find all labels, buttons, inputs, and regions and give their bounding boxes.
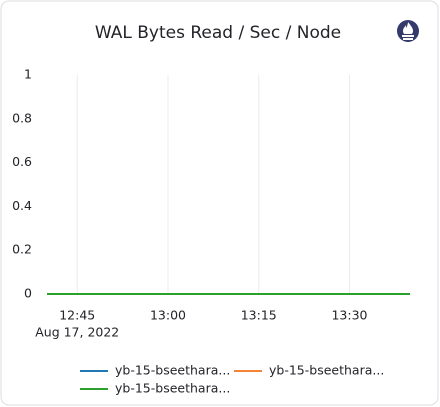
y-tick-label: 0 (24, 286, 32, 301)
y-tick-label: 0.6 (12, 154, 32, 169)
legend-label: yb-15-bseethara... (115, 363, 230, 378)
prometheus-icon (397, 20, 419, 42)
y-tick-label: 0.2 (12, 242, 32, 257)
legend-label: yb-15-bseethara... (269, 363, 384, 378)
y-tick-label: 0.8 (12, 110, 32, 125)
x-tick-label: 13:00 (150, 308, 186, 323)
legend-label: yb-15-bseethara... (115, 381, 230, 396)
y-tick-label: 1 (24, 67, 32, 82)
y-tick-label: 0.4 (12, 198, 32, 213)
x-tick-label: 13:15 (241, 308, 277, 323)
x-tick-label: 12:45 (59, 308, 95, 323)
x-tick-label: 13:30 (331, 308, 367, 323)
chart-title: WAL Bytes Read / Sec / Node (95, 23, 341, 43)
x-date-label: Aug 17, 2022 (35, 325, 119, 340)
